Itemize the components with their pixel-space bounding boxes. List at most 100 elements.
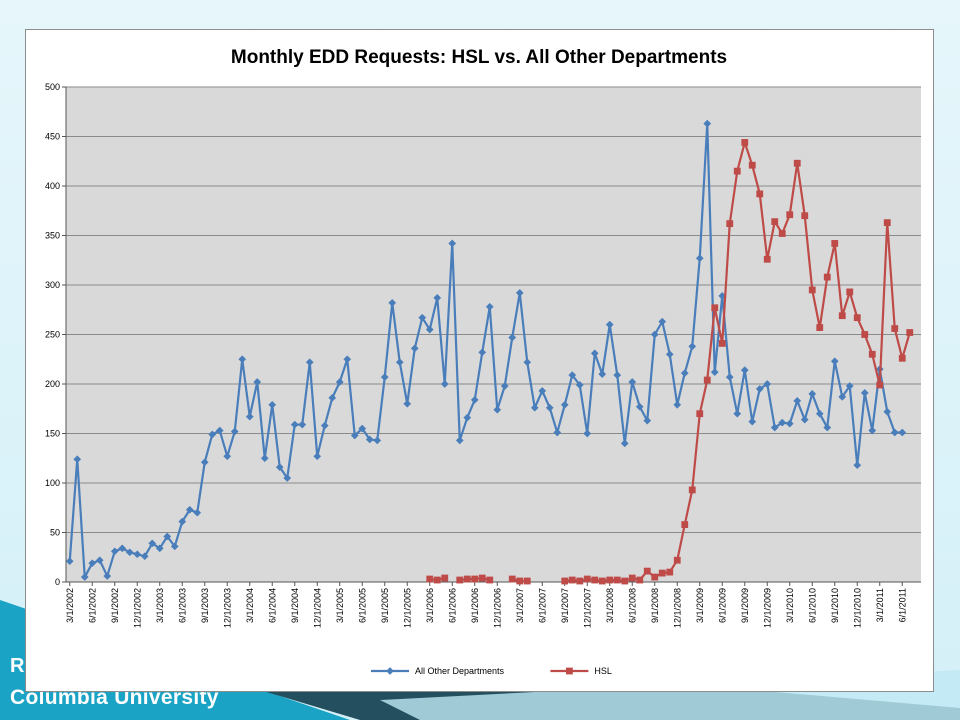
data-point: [898, 428, 907, 437]
data-point: [778, 418, 787, 427]
data-point: [373, 436, 382, 445]
x-tick-label: 6/1/2005: [357, 588, 367, 623]
x-tick-label: 9/1/2008: [650, 588, 660, 623]
data-point: [530, 403, 539, 412]
series-all-other-departments: [65, 119, 907, 582]
y-tick-label: 300: [45, 280, 60, 290]
data-point: [230, 427, 239, 436]
legend-label: HSL: [594, 666, 612, 676]
data-point: [268, 400, 277, 409]
data-point: [80, 573, 89, 582]
data-point: [771, 218, 779, 226]
data-point: [245, 412, 254, 421]
data-point: [103, 572, 112, 581]
data-point: [666, 568, 674, 576]
legend-label: All Other Departments: [415, 666, 505, 676]
x-tick-label: 3/1/2009: [695, 588, 705, 623]
data-point: [613, 371, 622, 380]
data-point: [613, 576, 621, 584]
data-point: [328, 393, 337, 402]
data-point: [283, 474, 292, 483]
data-point: [448, 239, 457, 248]
x-tick-label: 12/1/2002: [132, 588, 142, 628]
data-point: [643, 567, 651, 575]
data-point: [763, 255, 771, 263]
data-point: [823, 273, 831, 281]
data-point: [576, 577, 584, 585]
y-tick-label: 50: [50, 528, 60, 538]
data-point: [635, 402, 644, 411]
data-point: [733, 409, 742, 418]
x-tick-label: 3/1/2005: [335, 588, 345, 623]
data-point: [403, 399, 412, 408]
data-point: [298, 420, 307, 429]
data-point: [260, 454, 269, 463]
data-point: [785, 419, 794, 428]
x-tick-label: 9/1/2004: [290, 588, 300, 623]
data-point: [516, 577, 524, 585]
data-point: [658, 317, 667, 326]
data-point: [770, 423, 779, 432]
data-point: [125, 548, 134, 557]
data-point: [891, 325, 899, 332]
data-point: [598, 370, 607, 379]
data-point: [433, 576, 441, 584]
x-tick-label: 3/1/2011: [875, 588, 885, 622]
x-tick-label: 12/1/2004: [312, 588, 322, 628]
data-point: [628, 378, 637, 386]
data-point: [793, 396, 802, 405]
data-point: [726, 220, 734, 228]
y-tick-label: 350: [45, 231, 60, 241]
data-point: [380, 373, 389, 382]
x-tick-label: 12/1/2005: [402, 588, 412, 628]
data-point: [88, 559, 97, 568]
data-point: [583, 429, 592, 438]
x-tick-label: 9/1/2003: [200, 588, 210, 623]
data-point: [350, 431, 359, 440]
data-point: [426, 575, 434, 583]
data-point: [808, 389, 817, 398]
data-point: [710, 368, 719, 377]
data-point: [606, 576, 614, 584]
x-tick-label: 12/1/2007: [582, 588, 592, 628]
data-point: [200, 458, 209, 467]
data-point: [463, 575, 471, 583]
data-point: [853, 314, 861, 322]
y-tick-label: 100: [45, 478, 60, 488]
data-point: [456, 576, 464, 584]
data-point: [223, 452, 232, 461]
data-point: [876, 381, 884, 389]
data-point: [801, 212, 809, 220]
data-point: [786, 211, 794, 219]
x-tick-label: 12/1/2010: [852, 588, 862, 628]
data-point: [673, 556, 681, 564]
data-point: [73, 455, 82, 464]
x-tick-label: 6/1/2011: [897, 588, 907, 622]
data-point: [343, 355, 352, 364]
footer-text-line1: R: [10, 655, 25, 677]
data-point: [748, 417, 757, 426]
data-point: [636, 576, 644, 584]
x-tick-label: 6/1/2006: [447, 588, 457, 623]
legend-marker: [386, 667, 394, 675]
data-point: [688, 342, 697, 351]
data-point: [808, 286, 816, 294]
data-point: [748, 161, 756, 169]
data-point: [155, 544, 164, 553]
x-tick-label: 3/1/2007: [515, 588, 525, 623]
data-point: [170, 542, 179, 551]
data-point: [846, 288, 854, 296]
data-point: [523, 358, 532, 367]
x-tick-label: 12/1/2008: [672, 588, 682, 628]
legend: All Other Departments HSL: [371, 666, 612, 676]
data-point: [238, 355, 247, 364]
data-point: [591, 576, 599, 584]
data-point: [538, 386, 547, 395]
series-hsl: [426, 139, 914, 585]
y-tick-label: 400: [45, 181, 60, 191]
data-point: [620, 439, 629, 448]
data-point: [696, 410, 704, 418]
data-point: [485, 302, 494, 311]
data-point: [568, 576, 576, 584]
data-point: [440, 380, 449, 388]
